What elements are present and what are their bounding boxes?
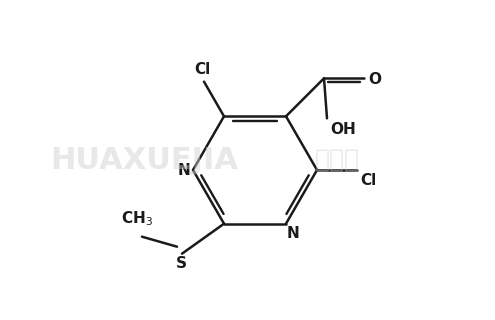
Text: Cl: Cl bbox=[194, 62, 210, 77]
Text: O: O bbox=[368, 72, 381, 87]
Text: N: N bbox=[177, 163, 190, 178]
Text: CH$_3$: CH$_3$ bbox=[121, 209, 153, 228]
Text: 化学加: 化学加 bbox=[315, 148, 360, 172]
Text: N: N bbox=[287, 226, 300, 241]
Text: Cl: Cl bbox=[360, 173, 376, 188]
Text: S: S bbox=[176, 256, 187, 271]
Text: OH: OH bbox=[330, 122, 356, 137]
Text: HUAXUEJIA: HUAXUEJIA bbox=[50, 146, 238, 174]
